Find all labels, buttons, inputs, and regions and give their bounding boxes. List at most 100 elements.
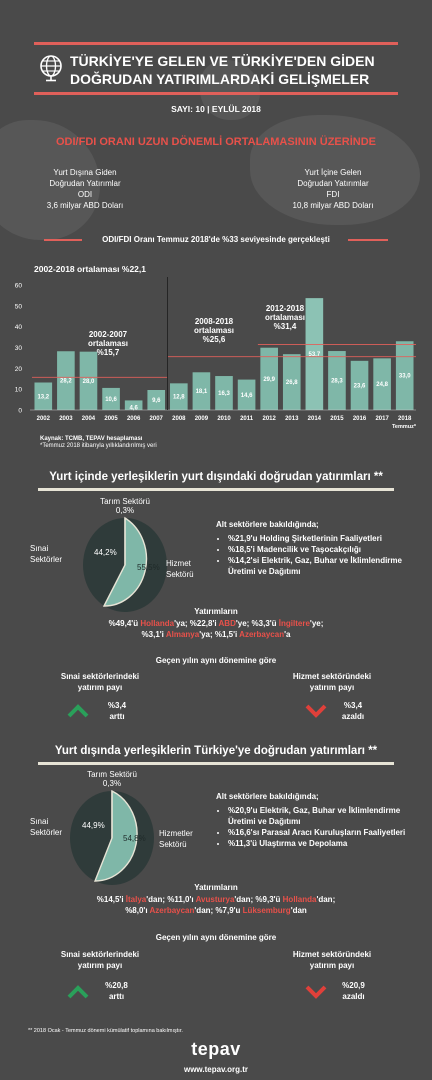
right-change: azaldı [341,712,365,721]
bar [215,376,233,410]
x-tick-label: 2014 [308,416,322,422]
inv-text: %8,0'ı [125,906,150,915]
inv-text: 'ya; %22,8'i [174,619,219,628]
x-tick-label: 2012 [262,416,276,422]
list-item: %16,6'sı Parasal Aracı Kuruluşların Faal… [228,827,416,838]
x-tick-label: 2007 [150,416,164,422]
inv-text: 'dan; %11,0'ı [146,895,196,904]
left-label-line: Sınai sektörlerindeki [60,950,140,959]
x-tick-label: 2017 [375,416,389,422]
ratio-note-rule [348,239,388,241]
bar [192,372,211,410]
pie2-sinai-label-line: Sektörler [30,828,63,837]
odi-line: Yurt Dışına Giden [53,168,117,177]
bar [305,298,324,410]
data-label: 10,6 [105,397,117,403]
bar [282,354,301,410]
y-tick-label: 20 [15,366,23,373]
inv-country: Lüksemburg [242,906,291,915]
bar [260,347,278,410]
average-label: %15,7 [97,348,120,357]
section2-heading: Yurt içinde yerleşiklerin yurt dışındaki… [49,471,383,483]
inv-text: 'dan; %7,9'u [194,906,243,915]
pie1-sinai-value: 44,2% [94,548,117,557]
right-value: %20,9 [342,981,365,990]
bar [237,379,256,410]
bar [102,387,120,410]
section3-right-label: Hizmet sektöründeki yatırım payı [272,949,392,971]
odi-line: ODI [77,190,93,199]
x-tick-label: 2009 [195,416,209,422]
average-label: ortalaması [265,313,305,322]
pie1-hizmet-label-line: Hizmet [166,559,191,568]
ratio-note: ODI/FDI Oranı Temmuz 2018'de %33 seviyes… [102,235,330,244]
right-value: %3,4 [343,701,363,710]
data-label: 9,6 [152,398,161,404]
fdi-line: 10,8 milyar ABD Doları [292,201,374,210]
bar [79,351,98,410]
average-label: 2012-2018 [266,304,305,313]
header-top-rule [34,42,398,45]
section3-compare-heading: Geçen yılın aynı dönemine göre [155,933,277,942]
left-change: arttı [109,712,125,721]
inv-country: Azerbaycan [149,906,195,915]
inv-text: 'dan; %9,3'ü [234,895,283,904]
list-item: %20,9'u Elektrik, Gaz, Buhar ve İklimlen… [228,805,416,827]
pie2-hizmet-value: 54,8% [123,834,146,843]
section3-alt-heading: Alt sektörlere bakıldığında; [216,792,319,801]
inv-country: İtalya [125,895,147,904]
tepav-logo: tepav [191,1039,241,1059]
left-change: arttı [108,992,125,1001]
pie2-tarim-value: 0,3% [102,779,122,788]
pie2-hizmet-label-line: Sektörü [159,840,187,849]
x-tick-label: 2010 [217,416,231,422]
list-item: %11,3'ü Ulaştırma ve Depolama [228,838,416,849]
inv-text: 'a [284,630,291,639]
data-label: 28,3 [331,379,343,385]
section2-right-label: Hizmet sektöründeki yatırım payı [272,671,392,693]
source-line1: Kaynak: TCMB, TEPAV hesaplaması [40,436,143,442]
average-label: ortalaması [194,326,234,335]
y-tick-label: 0 [18,408,22,415]
inv-country: Hollanda [282,895,317,904]
ratio-note-rule [44,239,82,241]
left-label-line: yatırım payı [77,961,123,970]
left-value: %3,4 [107,701,127,710]
issue-label: SAYI: 10 | EYLÜL 2018 [171,104,261,114]
section2-left-value: %3,4 arttı [97,700,137,722]
data-label: 33,0 [399,374,411,380]
pie2-tarim-label: Tarım Sektörü [87,770,137,779]
section1-headline: ODI/FDI ORANI UZUN DÖNEMLİ ORTALAMASININ… [55,136,376,148]
bar [328,351,346,410]
x-tick-label: 2016 [353,416,367,422]
x-tick-label: 2003 [59,416,73,422]
pie2-sinai-value: 44,9% [82,821,105,830]
pie2-hizmet-label-line: Hizmetler [159,829,193,838]
x-tick-label: 2008 [172,416,186,422]
left-value: %20,8 [105,981,128,990]
pie1-hizmet-label-line: Sektörü [166,570,194,579]
y-tick-label: 40 [15,324,23,331]
bar [124,400,143,410]
list-item: %18,5'i Madencilik ve Taşocakçılığı [228,544,416,555]
list-item: %21,9'u Holding Şirketlerinin Faaliyetle… [228,533,416,544]
section3-left-label: Sınai sektörlerindeki yatırım payı [40,949,160,971]
bar [34,382,53,410]
footer-url[interactable]: www.tepav.org.tr [183,1065,248,1074]
inv-country: Avusturya [195,895,235,904]
x-tick-label: 2006 [127,416,141,422]
list-item: %14,2'si Elektrik, Gaz, Buhar ve İklimle… [228,555,416,577]
section2-investments-heading: Yatırımların [194,607,238,616]
y-tick-label: 30 [15,345,23,352]
section2-investments-line1: %49,4'ü Hollanda'ya; %22,8'i ABD'ye; %3,… [0,618,432,629]
chevron-down-icon [305,985,327,999]
x-tick-label: 2018 [398,416,412,422]
bar [395,341,414,410]
fdi-line: FDI [326,190,340,199]
pie2-hizmet-label: Hizmetler Sektörü [159,828,209,850]
data-label: 18,1 [196,389,208,395]
inv-country: Almanya [165,630,200,639]
section3-alt-block: Alt sektörlere bakıldığında; %20,9'u Ele… [216,791,416,849]
pie1-sinai-label: Sınai Sektörler [30,543,70,565]
inv-country: Hollanda [140,619,175,628]
